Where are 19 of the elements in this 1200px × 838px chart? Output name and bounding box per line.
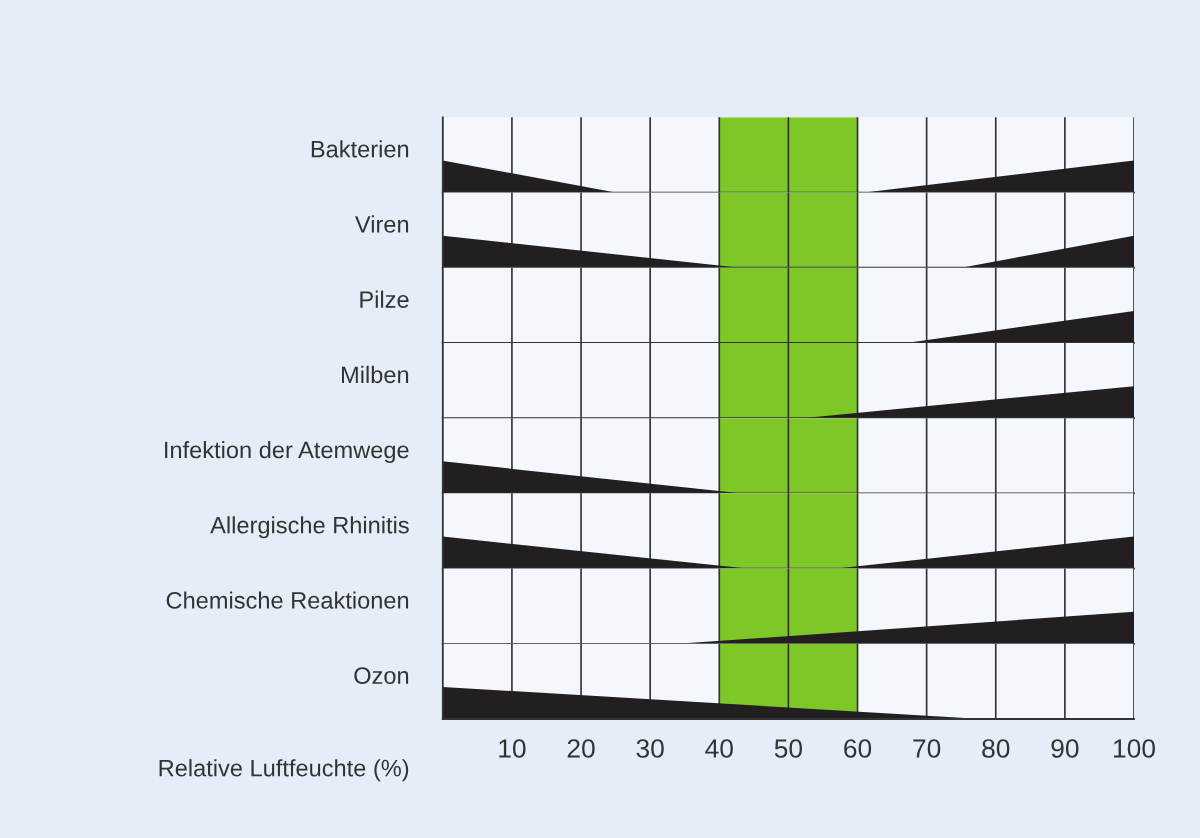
x-tick-label: 60	[844, 739, 872, 758]
x-tick-label: 90	[1051, 739, 1079, 758]
y-axis-title: Infektion der Atemwege	[165, 441, 409, 464]
x-tick-label: 70	[913, 739, 941, 758]
x-tick-label: 10	[499, 739, 526, 758]
y-axis-title: Bakterien	[311, 140, 409, 158]
y-axis-title: Milben	[342, 365, 409, 384]
x-tick-label: 20	[567, 739, 595, 758]
y-axis-title: Allergische Rhinitis	[210, 516, 409, 539]
y-axis-title: Ozon	[354, 667, 409, 684]
x-tick-label: 40	[705, 739, 733, 758]
x-tick-label: 50	[774, 739, 803, 758]
x-tick-label: 100	[1114, 739, 1155, 758]
x-tick-label: 80	[982, 739, 1010, 758]
x-tick-label: 30	[636, 739, 664, 758]
y-axis-title: Pilze	[360, 290, 409, 308]
y-axis-title: Chemische Reaktionen	[166, 591, 409, 609]
x-axis-title: Relative Luftfeuchte (%)	[159, 759, 409, 782]
y-axis-title: Viren	[355, 215, 409, 233]
